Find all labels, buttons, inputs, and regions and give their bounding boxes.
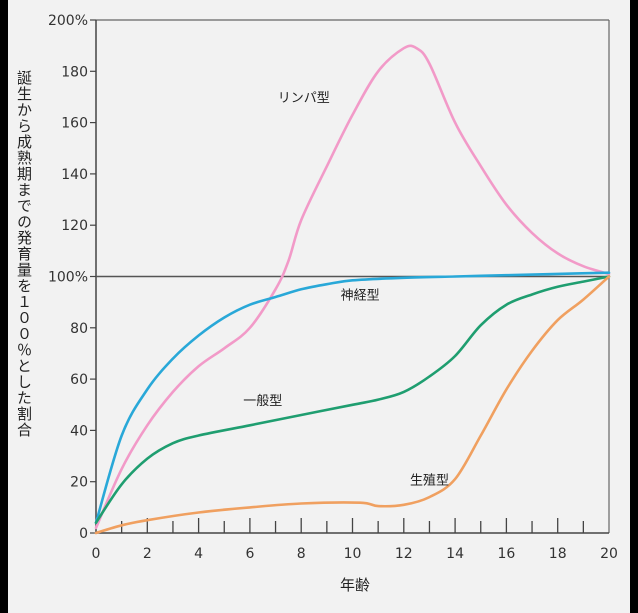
neural-curve xyxy=(94,271,611,524)
y-tick-label: 100% xyxy=(48,270,88,286)
lymphoid-curve xyxy=(94,44,611,530)
y-tick-label: 40 xyxy=(70,423,88,439)
y-tick-label: 80 xyxy=(70,321,88,337)
x-tick-label: 0 xyxy=(92,546,101,562)
x-tick-label: 16 xyxy=(497,546,515,562)
y-tick-label: 200% xyxy=(48,13,88,29)
reproductive-label: 生殖型 xyxy=(410,472,449,488)
x-tick-label: 8 xyxy=(297,546,306,562)
y-axis-title: 誕生から成熟期までの発育量を１００％とした割合 xyxy=(15,70,33,438)
x-tick-label: 2 xyxy=(143,546,152,562)
y-tick-label: 60 xyxy=(70,372,88,388)
x-tick-label: 4 xyxy=(194,546,203,562)
x-tick-label: 14 xyxy=(446,546,464,562)
x-tick-label: 10 xyxy=(344,546,362,562)
x-axis-title: 年齢 xyxy=(340,576,370,594)
general-curve xyxy=(94,275,611,524)
y-tick-label: 160 xyxy=(61,116,88,132)
y-tick-label: 20 xyxy=(70,475,88,491)
x-tick-label: 18 xyxy=(549,546,567,562)
x-tick-label: 12 xyxy=(395,546,413,562)
y-tick-label: 0 xyxy=(79,526,88,542)
x-tick-label: 6 xyxy=(245,546,254,562)
y-tick-label: 120 xyxy=(61,218,88,234)
neural-label: 神経型 xyxy=(341,289,380,304)
reproductive-curve xyxy=(94,275,611,535)
general-label: 一般型 xyxy=(243,393,282,409)
x-tick-label: 20 xyxy=(600,546,618,562)
y-tick-label: 140 xyxy=(61,167,88,183)
chart-panel xyxy=(8,0,630,613)
lymphoid-label: リンパ型 xyxy=(278,91,330,106)
y-tick-label: 180 xyxy=(61,64,88,80)
